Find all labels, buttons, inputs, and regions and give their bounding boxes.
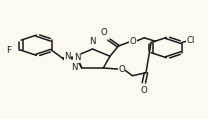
Text: O: O [100,28,107,37]
Text: N: N [71,63,77,72]
Text: O: O [130,37,137,46]
Text: Cl: Cl [187,36,195,45]
Text: N: N [74,53,80,62]
Text: O: O [140,86,147,95]
Text: O: O [118,65,125,74]
Text: F: F [6,46,11,55]
Text: N: N [89,37,96,46]
Text: N: N [64,52,71,61]
